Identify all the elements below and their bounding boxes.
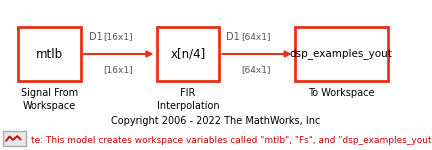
- Text: mtlb: mtlb: [36, 48, 63, 60]
- Text: [64x1]: [64x1]: [241, 65, 270, 74]
- Text: dsp_examples_yout: dsp_examples_yout: [290, 49, 393, 59]
- Text: D1: D1: [226, 32, 239, 42]
- Bar: [295, 27, 388, 81]
- Text: Signal From
Workspace: Signal From Workspace: [21, 88, 78, 111]
- Text: D1: D1: [89, 32, 102, 42]
- Text: [64x1]: [64x1]: [241, 32, 270, 41]
- Bar: [3, 131, 26, 146]
- Text: Copyright 2006 - 2022 The MathWorks, Inc: Copyright 2006 - 2022 The MathWorks, Inc: [111, 116, 321, 126]
- Text: [16x1]: [16x1]: [104, 32, 133, 41]
- Text: To Workspace: To Workspace: [308, 88, 375, 99]
- Bar: [156, 27, 219, 81]
- Text: FIR
Interpolation: FIR Interpolation: [157, 88, 219, 111]
- Text: x[n/4]: x[n/4]: [170, 48, 206, 60]
- Text: te: This model creates workspace variables called "mtlb", "Fs", and "dsp_example: te: This model creates workspace variabl…: [31, 136, 432, 145]
- Text: [16x1]: [16x1]: [104, 65, 133, 74]
- Bar: [18, 27, 81, 81]
